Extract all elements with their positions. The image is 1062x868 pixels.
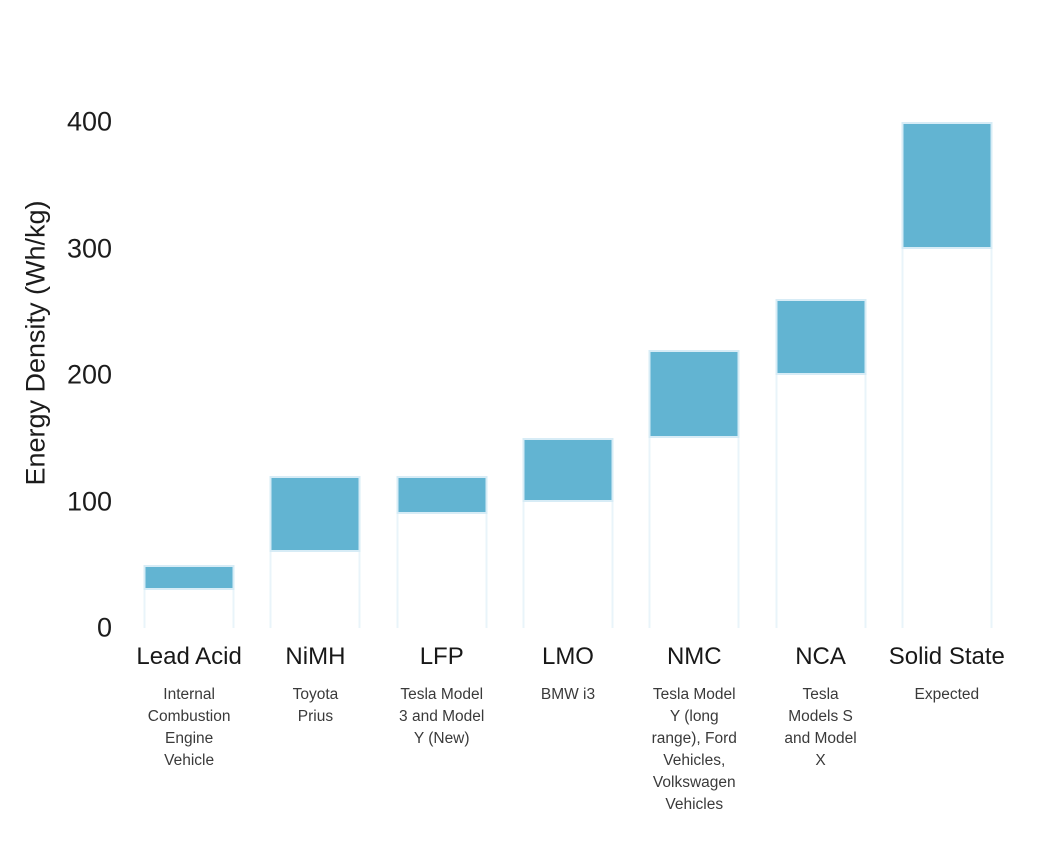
bar-column-lead-acid bbox=[126, 122, 252, 628]
category-sublabel: Tesla Models S and Model X bbox=[784, 686, 857, 769]
bar-base-segment bbox=[143, 590, 235, 628]
bar-range-segment bbox=[269, 476, 361, 553]
category-sublabel: Toyota Prius bbox=[292, 686, 339, 725]
y-tick-label: 200 bbox=[66, 359, 112, 390]
label-column: Lead Acid Internal Combustion Engine Vehi… bbox=[126, 642, 252, 816]
bar-base-segment bbox=[522, 501, 614, 628]
bar-column-lfp bbox=[379, 122, 505, 628]
bar-range-segment bbox=[396, 476, 488, 515]
label-column: NiMH Toyota Prius bbox=[252, 642, 378, 816]
category-label: NiMH bbox=[285, 643, 346, 670]
label-column: LMO BMW i3 bbox=[505, 642, 631, 816]
category-sublabel: Internal Combustion Engine Vehicle bbox=[147, 686, 231, 769]
bar-column-lmo bbox=[505, 122, 631, 628]
bar-range-segment bbox=[648, 349, 740, 439]
category-sublabel: Expected bbox=[914, 686, 980, 703]
bar-column-nca bbox=[757, 122, 883, 628]
category-label: LMO bbox=[541, 643, 594, 670]
y-tick-label: 300 bbox=[66, 233, 112, 263]
bar-range-segment bbox=[901, 122, 993, 249]
category-sublabel: Tesla Model 3 and Model Y (New) bbox=[399, 686, 485, 747]
bar-base-segment bbox=[269, 552, 361, 628]
bar-column-nmc bbox=[631, 122, 757, 628]
label-column: NCA Tesla Models S and Model X bbox=[757, 642, 883, 816]
bar-column-nimh bbox=[252, 122, 378, 628]
y-tick-label: 100 bbox=[66, 486, 112, 516]
y-axis-tick-labels: 0 100 200 300 400 bbox=[0, 108, 112, 641]
category-sublabel: BMW i3 bbox=[540, 686, 596, 703]
bar-base-segment bbox=[648, 438, 740, 628]
bar-range-segment bbox=[522, 438, 614, 502]
label-column: LFP Tesla Model 3 and Model Y (New) bbox=[379, 642, 505, 816]
bar-base-segment bbox=[901, 248, 993, 628]
bar-base-segment bbox=[396, 514, 488, 628]
y-tick-label: 0 bbox=[96, 612, 112, 643]
label-column: NMC Tesla Model Y (long range), Ford Vehi… bbox=[631, 642, 757, 816]
bar-range-segment bbox=[143, 564, 235, 591]
label-column: Solid State Expected bbox=[884, 642, 1010, 816]
category-label: Solid State bbox=[888, 643, 1005, 670]
category-label: NCA bbox=[795, 643, 846, 670]
x-axis-labels: Lead Acid Internal Combustion Engine Vehi… bbox=[126, 642, 1010, 816]
category-sublabel: Tesla Model Y (long range), Ford Vehicle… bbox=[651, 686, 737, 813]
bar-column-solid-state bbox=[884, 122, 1010, 628]
category-label: NMC bbox=[666, 643, 722, 670]
bar-range-segment bbox=[775, 299, 867, 375]
y-tick-label: 400 bbox=[66, 106, 112, 137]
category-label: LFP bbox=[419, 643, 464, 670]
category-label: Lead Acid bbox=[136, 643, 242, 670]
bar-base-segment bbox=[775, 375, 867, 628]
plot-area bbox=[126, 122, 1010, 628]
